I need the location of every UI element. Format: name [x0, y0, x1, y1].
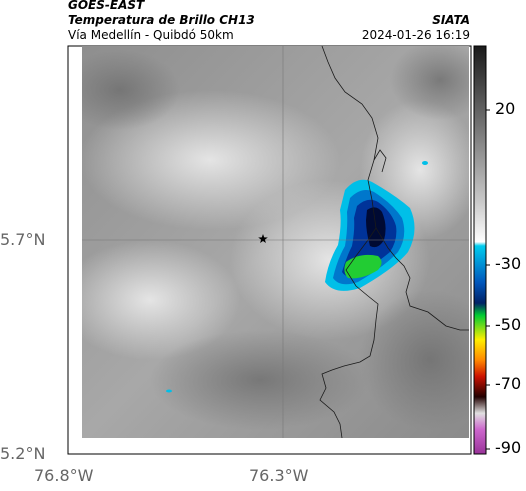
datetime-label: 2024-01-26 16:19 — [361, 28, 470, 42]
lon-tick-label: 76.3°W — [249, 466, 309, 485]
region-subtitle: Vía Medellín - Quibdó 50km — [68, 28, 234, 42]
lat-tick-label: 5.2°N — [0, 444, 46, 463]
storm-cell — [166, 161, 428, 393]
lon-tick-label: 76.8°W — [34, 466, 94, 485]
colorbar — [473, 45, 487, 455]
colorbar-tick-label: -70 — [495, 374, 522, 393]
product-title: Temperatura de Brillo CH13 — [68, 13, 255, 27]
colorbar-tick-label: -90 — [495, 438, 522, 457]
lat-tick-label: 5.7°N — [0, 230, 46, 249]
colorbar-tick-label: -50 — [495, 315, 522, 334]
boundary-lines — [319, 46, 469, 438]
organization-label: SIATA — [432, 13, 470, 27]
colorbar-tick-label: 20 — [495, 99, 516, 118]
colorbar-ticks — [486, 109, 490, 450]
colorbar-tick-label: -30 — [495, 254, 522, 273]
star-icon — [258, 234, 268, 243]
brightness-field — [82, 46, 469, 438]
satellite-title: GOES-EAST — [68, 0, 145, 12]
